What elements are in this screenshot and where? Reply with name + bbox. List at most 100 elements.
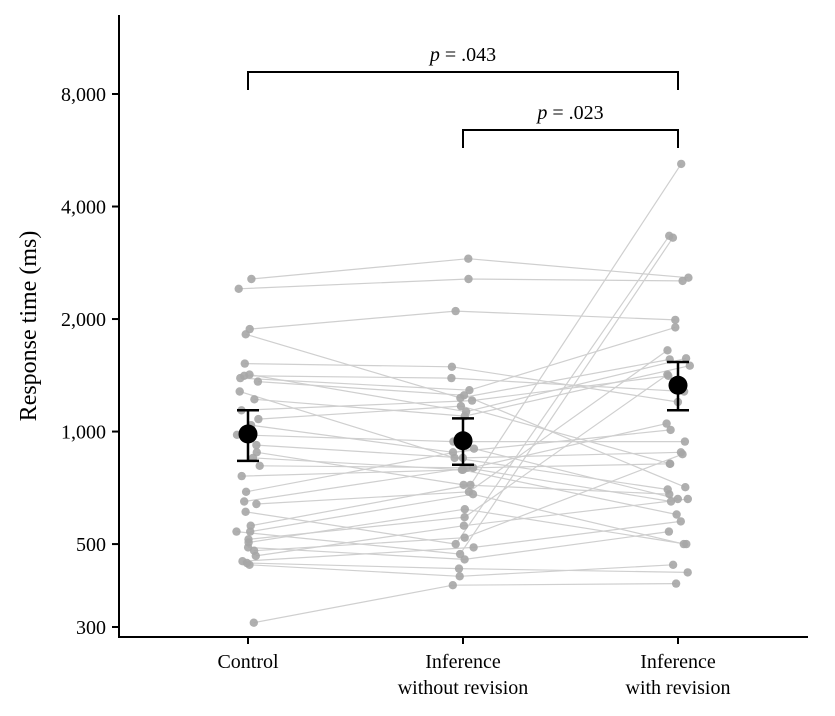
participant-point	[685, 361, 694, 370]
y-tick-label: 1,000	[61, 422, 106, 444]
x-tick-label: without revision	[398, 677, 529, 699]
y-axis-title: Response time (ms)	[16, 231, 42, 422]
participant-point	[238, 557, 247, 566]
participant-point	[247, 274, 256, 284]
participant-point	[249, 618, 258, 627]
participant-point	[459, 480, 468, 490]
participant-point	[451, 539, 460, 549]
participant-line	[238, 278, 683, 290]
participant-point	[454, 564, 464, 573]
participant-point	[252, 499, 261, 509]
participant-point	[672, 510, 681, 519]
participant-point	[244, 535, 253, 544]
participant-point	[253, 377, 263, 386]
participant-line	[240, 326, 676, 391]
participant-line	[253, 582, 677, 624]
participant-point	[450, 453, 459, 463]
participant-point	[245, 370, 254, 379]
participant-point	[676, 517, 685, 526]
y-tick-label: 2,000	[61, 309, 106, 331]
participant-point	[467, 396, 477, 405]
participant-point	[465, 386, 474, 395]
participant-point	[683, 494, 692, 504]
p-value: = .023	[547, 102, 603, 124]
participant-point	[466, 480, 475, 490]
participant-point	[252, 448, 261, 457]
participant-point	[464, 274, 473, 284]
participant-point	[240, 497, 249, 506]
participant-point	[671, 323, 680, 332]
participant-point	[671, 315, 680, 325]
participant-point	[664, 371, 673, 380]
mean-point	[453, 431, 473, 451]
participant-point	[464, 254, 473, 263]
participant-point	[241, 507, 250, 516]
x-tick-label: with revision	[626, 677, 731, 699]
x-tick-label: Inference	[425, 651, 501, 673]
p-symbol: p	[535, 102, 547, 124]
participant-point	[451, 306, 460, 316]
p-value: = .043	[440, 44, 496, 66]
participant-point	[461, 407, 471, 416]
participant-point	[460, 533, 469, 542]
participant-point	[666, 459, 675, 468]
participant-point	[663, 485, 672, 494]
participant-point	[234, 284, 243, 293]
participant-point	[666, 497, 676, 506]
participant-point	[447, 362, 457, 371]
participant-point	[680, 437, 690, 446]
participant-point	[469, 543, 478, 552]
p-symbol: p	[428, 44, 440, 66]
participant-point	[255, 461, 264, 470]
x-tick-label: Inference	[640, 651, 716, 673]
p-value-label: p = .043	[428, 44, 496, 66]
participant-point	[460, 513, 469, 522]
y-tick-label: 8,000	[61, 84, 106, 106]
axes	[118, 15, 808, 638]
participant-point	[448, 581, 457, 590]
y-tick-label: 300	[76, 617, 106, 639]
participant-point	[673, 494, 682, 504]
mean-point	[668, 375, 688, 395]
participant-point	[237, 471, 246, 481]
participant-point	[252, 440, 261, 450]
participant-point	[455, 549, 465, 559]
participant-point	[665, 231, 674, 240]
y-ticks: 300 500 1,000 2,000 4,000 8,000	[61, 84, 119, 639]
participant-point	[232, 527, 241, 536]
x-ticks: Control Inference without revision Inferenc…	[217, 637, 731, 699]
y-tick-label: 500	[76, 534, 106, 556]
participant-point	[235, 387, 244, 396]
participant-point	[459, 521, 469, 530]
participant-point	[456, 393, 465, 403]
participant-point	[681, 354, 691, 363]
participant-point	[241, 487, 251, 496]
y-tick-label: 4,000	[61, 197, 106, 219]
mean-markers	[237, 360, 689, 467]
participant-point	[666, 425, 675, 435]
participant-point	[469, 444, 479, 453]
participant-point	[456, 401, 466, 411]
participant-point	[458, 465, 468, 474]
participant-point	[683, 568, 692, 577]
p-value-label: p = .023	[535, 102, 603, 124]
x-tick-label: Control	[217, 651, 279, 673]
participant-point	[455, 572, 464, 581]
participant-point	[668, 560, 678, 569]
participant-point	[254, 414, 263, 424]
participant-point	[662, 419, 671, 428]
participant-point	[246, 521, 255, 530]
participant-point	[250, 395, 259, 404]
participant-line	[245, 333, 670, 399]
participant-point	[464, 487, 474, 496]
participant-line	[244, 375, 685, 393]
comparison-bracket	[247, 71, 679, 90]
participant-point	[684, 273, 693, 282]
participant-point	[681, 483, 690, 492]
participant-point	[245, 324, 254, 334]
participant-point	[676, 448, 686, 457]
participant-point	[240, 359, 249, 368]
participant-point	[664, 527, 674, 536]
